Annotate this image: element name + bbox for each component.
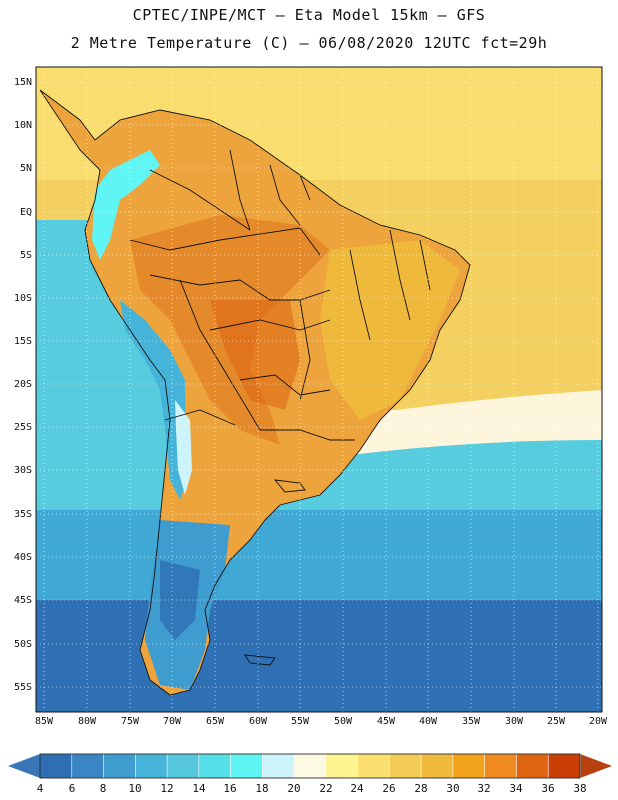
colorbar-swatch [39, 753, 73, 779]
colorbar-high-arrow [580, 754, 612, 778]
lat-label-eq: EQ [19, 207, 32, 218]
andes-north [92, 150, 160, 260]
colorbar-swatch [166, 753, 200, 779]
colorbar-swatch [420, 753, 454, 779]
colorbar-label-6: 6 [68, 782, 76, 795]
title-line-1: CPTEC/INPE/MCT – Eta Model 15km – GFS [132, 6, 486, 24]
colorbar-label-26: 26 [382, 782, 396, 795]
lat-label-10n: 10N [13, 120, 32, 131]
map-field [36, 67, 602, 712]
colorbar-label-12: 12 [160, 782, 174, 795]
lat-label-50s: 50S [13, 639, 32, 650]
map-frame [35, 66, 603, 713]
colorbar-label-30: 30 [446, 782, 460, 795]
lat-label-45s: 45S [13, 595, 32, 606]
andes-central [120, 300, 190, 500]
lat-label-55s: 55S [13, 682, 32, 693]
lon-label-25w: 25W [546, 716, 566, 727]
lat-label-5s: 5S [19, 250, 32, 261]
colorbar [8, 753, 612, 779]
country-borders [39, 89, 471, 696]
lon-label-75w: 75W [120, 716, 140, 727]
ocean-mid [36, 510, 602, 610]
colorbar-label-20: 20 [287, 782, 301, 795]
colorbar-swatch [452, 753, 486, 779]
lon-label-65w: 65W [205, 716, 225, 727]
lon-label-50w: 50W [333, 716, 353, 727]
lon-label-70w: 70W [162, 716, 182, 727]
andes-snow [175, 400, 192, 495]
ocean-south [36, 600, 602, 712]
lon-label-85w: 85W [34, 716, 54, 727]
lat-label-30s: 30S [13, 465, 32, 476]
lon-label-80w: 80W [77, 716, 97, 727]
colorbar-label-4: 4 [36, 782, 44, 795]
colorbar-label-8: 8 [99, 782, 107, 795]
lon-label-55w: 55W [290, 716, 310, 727]
lon-label-45w: 45W [376, 716, 396, 727]
lat-label-25s: 25S [13, 422, 32, 433]
colorbar-frame [39, 753, 581, 779]
colorbar-label-28: 28 [414, 782, 428, 795]
colorbar-label-10: 10 [128, 782, 142, 795]
colorbar-label-22: 22 [319, 782, 333, 795]
colorbar-swatch [134, 753, 168, 779]
lat-label-5n: 5N [19, 163, 32, 174]
colorbar-swatch [103, 753, 137, 779]
brazil-east [320, 240, 460, 420]
lon-label-30w: 30W [504, 716, 524, 727]
colorbar-label-14: 14 [192, 782, 206, 795]
lon-label-40w: 40W [418, 716, 438, 727]
title-line-2: 2 Metre Temperature (C) – 06/08/2020 12U… [70, 34, 548, 52]
colorbar-label-38: 38 [573, 782, 587, 795]
lat-label-15s: 15S [13, 336, 32, 347]
colorbar-low-arrow [8, 754, 40, 778]
colorbar-label-18: 18 [255, 782, 269, 795]
colorbar-swatch [516, 753, 550, 779]
colorbar-swatch [484, 753, 518, 779]
lat-label-35s: 35S [13, 509, 32, 520]
colorbar-label-32: 32 [477, 782, 491, 795]
colorbar-swatch [325, 753, 359, 779]
colorbar-swatch [357, 753, 391, 779]
lat-label-20s: 20S [13, 379, 32, 390]
colorbar-swatch [262, 753, 295, 779]
lon-label-20w: 20W [588, 716, 608, 727]
colorbar-label-16: 16 [223, 782, 237, 795]
colorbar-swatch [547, 753, 581, 779]
colorbar-swatch [230, 753, 264, 779]
lon-label-60w: 60W [248, 716, 268, 727]
colorbar-label-24: 24 [350, 782, 364, 795]
colorbar-label-34: 34 [509, 782, 523, 795]
colorbar-swatch [293, 753, 327, 779]
colorbar-label-36: 36 [541, 782, 555, 795]
lon-label-35w: 35W [461, 716, 481, 727]
colorbar-swatch [389, 753, 422, 779]
lat-label-15n: 15N [13, 77, 32, 88]
lat-label-40s: 40S [13, 552, 32, 563]
interior-hot [210, 300, 300, 410]
colorbar-swatch [198, 753, 232, 779]
colorbar-swatch [71, 753, 105, 779]
lat-label-10s: 10S [13, 293, 32, 304]
